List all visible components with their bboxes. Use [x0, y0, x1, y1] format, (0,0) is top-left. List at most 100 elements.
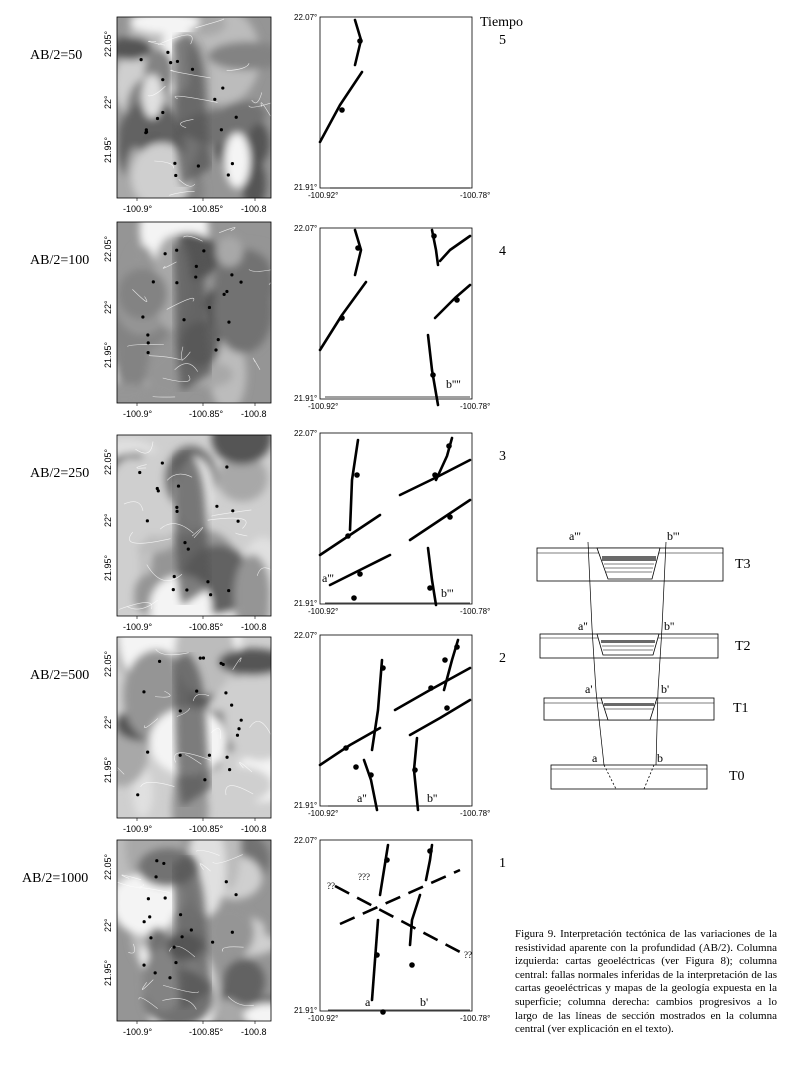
map-row-5: AB/2=1000 -100.9° -100.85° -100.8 22.05° 22° 2…: [22, 839, 272, 1037]
fault-panel-label: b'': [427, 791, 437, 805]
fault-dip-dot: [380, 665, 386, 671]
fault-dip-dot: [409, 962, 415, 968]
fault-dip-dot: [432, 472, 438, 478]
fault-line: [433, 283, 472, 320]
fault-line: [408, 698, 472, 737]
time-number: 2: [499, 651, 506, 666]
fault-lon-right: -100.78°: [460, 1014, 490, 1023]
fault-line: [328, 553, 392, 587]
fault-panel-5: 22.07° 21.91°-100.92° -100.78° 5: [294, 13, 506, 200]
fault-lon-left: -100.92°: [308, 809, 338, 818]
fault-panel-label: b'''': [446, 377, 461, 391]
fault-panel-label: a''': [322, 571, 334, 585]
fault-line: [353, 228, 363, 277]
fault-lat-top: 22.07°: [294, 224, 317, 233]
ab-label: AB/2=1000: [22, 871, 88, 886]
section-t3-b-label: b''': [667, 529, 680, 543]
section-projection-lines: [587, 541, 667, 766]
map-y-tick: 22.05°: [103, 650, 113, 677]
fault-dip-dot: [357, 38, 363, 44]
map-x-tick: -100.9°: [123, 1027, 153, 1037]
map-x-tick: -100.8: [241, 1027, 267, 1037]
fault-line: [426, 333, 440, 407]
fault-dip-dot: [339, 107, 345, 113]
fault-dip-dot: [355, 245, 361, 251]
ab-label: AB/2=50: [30, 48, 82, 63]
fault-panel-2: 22.07° 21.91°-100.92° -100.78° 2: [294, 631, 506, 818]
map-x-tick: -100.8: [241, 622, 267, 632]
fault-panel-1: 22.07° 21.91°-100.92° -100.78° 1: [294, 836, 506, 1023]
fault-dip-dot: [430, 372, 436, 378]
fault-lat-bottom: 21.91°: [294, 394, 317, 403]
fault-line: [370, 918, 380, 1002]
fault-dip-dot: [354, 472, 360, 478]
section-t1-a-label: a': [585, 682, 593, 696]
fault-line: [318, 726, 382, 767]
fault-dip-dot: [427, 848, 433, 854]
fault-line: [408, 893, 422, 947]
map-x-tick: -100.8: [241, 409, 267, 419]
map-x-tick: -100.9°: [123, 824, 153, 834]
fault-lat-top: 22.07°: [294, 836, 317, 845]
section-t2-a-label: a'': [578, 619, 588, 633]
fault-line: [362, 758, 379, 812]
fault-panel-label: a': [365, 995, 373, 1009]
geoelectric-map: [117, 222, 271, 403]
map-x-tick: -100.8: [241, 204, 267, 214]
fault-dip-dot: [384, 857, 390, 863]
time-number: 3: [499, 449, 506, 464]
geoelectric-map: [117, 435, 271, 616]
inferred-fault-line: [339, 868, 461, 926]
fault-dip-dot: [368, 772, 374, 778]
map-x-tick: -100.85°: [189, 204, 224, 214]
fault-lon-right: -100.78°: [460, 191, 490, 200]
fault-lon-left: -100.92°: [308, 191, 338, 200]
fault-dip-dot: [446, 443, 452, 449]
fault-line: [398, 458, 472, 497]
fault-dip-dot: [339, 315, 345, 321]
fault-panels-column: 22.07°21.91°-100.92° -100.78°522.07°21.91…: [294, 13, 506, 1023]
tiempo-label: Tiempo: [480, 15, 523, 30]
section-t2-label: T2: [735, 639, 751, 654]
fault-dip-dot: [428, 685, 434, 691]
fault-lat-top: 22.07°: [294, 429, 317, 438]
fault-dip-dot: [380, 1009, 386, 1015]
fault-lat-top: 22.07°: [294, 13, 317, 22]
fault-lat-bottom: 21.91°: [294, 183, 317, 192]
map-row-2: AB/2=100 -100.9° -100.85° -100.8 22.05° 22° 21…: [30, 221, 272, 419]
map-row-4: AB/2=500 -100.9° -100.85° -100.8 22.05° 22° 21…: [30, 636, 272, 834]
fault-dip-dot: [345, 533, 351, 539]
fault-lat-top: 22.07°: [294, 631, 317, 640]
ab-label: AB/2=100: [30, 253, 89, 268]
section-t3: a''' b''' T3: [536, 529, 751, 582]
fault-line: [348, 438, 360, 532]
section-t1: a' b' T1: [543, 682, 749, 721]
geoelectric-map: [117, 637, 271, 818]
map-y-tick: 22.05°: [103, 448, 113, 475]
fault-line: [370, 658, 384, 752]
section-t3-label: T3: [735, 557, 751, 572]
fault-line: [378, 843, 390, 897]
fault-lon-right: -100.78°: [460, 809, 490, 818]
fault-lat-bottom: 21.91°: [294, 599, 317, 608]
fault-lat-bottom: 21.91°: [294, 801, 317, 810]
fault-dip-dot: [374, 952, 380, 958]
map-y-tick: 22°: [103, 918, 113, 932]
section-t1-b-label: b': [661, 682, 669, 696]
fault-dip-dot: [357, 571, 363, 577]
section-t0-b-label: b: [657, 751, 663, 765]
map-y-tick: 21.95°: [103, 554, 113, 581]
section-t2-b-label: b'': [664, 619, 674, 633]
fault-dip-dot: [353, 764, 359, 770]
map-x-tick: -100.9°: [123, 622, 153, 632]
map-row-1: AB/2=50 -100.9° -100.85° -100.8 22.05° 22° 21.…: [30, 16, 272, 214]
map-y-tick: 22°: [103, 513, 113, 527]
fault-dip-dot: [447, 514, 453, 520]
map-y-tick: 21.95°: [103, 756, 113, 783]
fault-dip-dot: [444, 705, 450, 711]
fault-line: [426, 546, 438, 607]
fault-panel-label: b''': [441, 586, 454, 600]
fault-dip-dot: [454, 644, 460, 650]
fault-lon-right: -100.78°: [460, 402, 490, 411]
